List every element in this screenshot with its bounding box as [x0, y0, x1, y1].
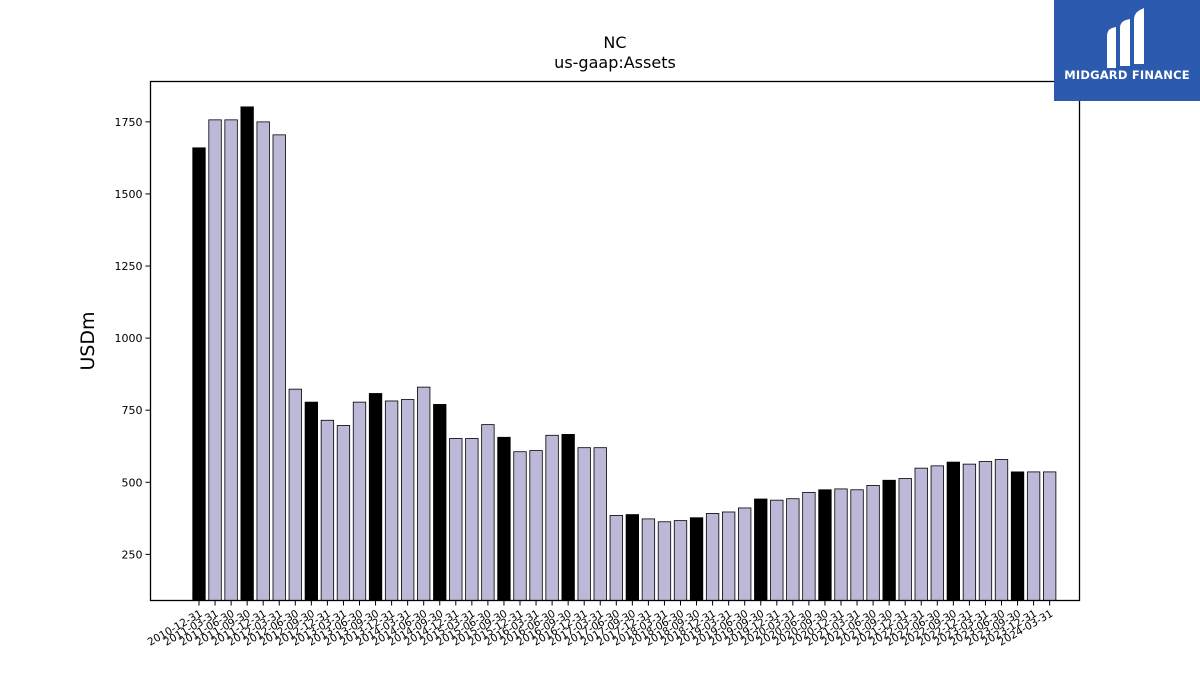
bar-2020-03-31	[786, 498, 800, 601]
plot-frame	[149, 80, 1081, 602]
y-tick-label: 1250	[115, 260, 143, 273]
bar-2019-03-31	[722, 511, 736, 601]
bar-2022-09-30	[946, 461, 960, 601]
bar-2020-09-30	[818, 489, 832, 601]
bar-2016-12-31	[577, 447, 591, 601]
bars-group	[192, 106, 1057, 601]
bar-2019-09-30	[754, 498, 768, 601]
y-tick-label: 1500	[115, 188, 143, 201]
bar-2016-09-30	[561, 434, 575, 601]
bar-2022-06-30	[930, 465, 944, 601]
bar-2011-12-31	[256, 121, 270, 601]
bar-2011-06-30	[224, 119, 238, 601]
bar-2018-09-30	[689, 517, 704, 601]
bar-2021-06-30	[866, 485, 880, 601]
bar-2022-03-31	[914, 467, 928, 601]
bar-2011-09-30	[240, 106, 254, 601]
y-tick-label: 750	[122, 404, 143, 417]
bar-2015-06-30	[481, 424, 495, 601]
x-axis: 2010-12-312011-03-312011-06-302011-09-30…	[146, 600, 1055, 649]
chart-subtitle: us-gaap:Assets	[554, 53, 676, 72]
bar-2017-03-31	[593, 447, 607, 601]
bar-2021-09-30	[882, 479, 896, 601]
bar-2012-06-30	[288, 388, 302, 601]
bar-2021-12-31	[898, 478, 912, 601]
bar-2011-03-31	[208, 119, 222, 601]
bar-2013-12-31	[384, 400, 399, 601]
bar-2013-06-30	[352, 401, 367, 601]
bar-2014-12-31	[449, 438, 463, 601]
bar-2017-12-31	[641, 518, 656, 601]
bar-2020-06-30	[802, 491, 816, 601]
bar-2013-03-31	[336, 425, 351, 601]
bar-2017-06-30	[609, 515, 623, 601]
bar-2016-06-30	[545, 434, 559, 601]
bar-2010-12-31	[192, 147, 206, 601]
y-tick-label: 1000	[115, 332, 143, 345]
bar-2021-03-31	[850, 489, 864, 601]
bar-2014-06-30	[417, 386, 431, 601]
bar-2015-12-31	[513, 451, 527, 601]
bar-2013-09-30	[368, 393, 383, 601]
bar-2020-12-31	[834, 488, 848, 601]
bar-2023-06-30	[994, 459, 1009, 601]
y-axis: 250 500 750 1000 1250 1500 1750	[115, 116, 151, 561]
bar-2015-09-30	[497, 436, 511, 601]
bar-2014-03-31	[400, 399, 415, 601]
logo-text: MIDGARD FINANCE	[1064, 68, 1190, 82]
y-axis-label: USDm	[77, 311, 99, 370]
bar-2023-03-31	[978, 461, 993, 601]
bar-2012-12-31	[320, 419, 335, 601]
bar-2014-09-30	[433, 404, 447, 601]
midgard-finance-logo: MIDGARD FINANCE	[1054, 0, 1200, 101]
bar-2016-03-31	[529, 450, 543, 601]
logo-mark-icon	[1107, 8, 1144, 68]
chart-title: NC	[603, 33, 626, 52]
y-tick-label: 500	[122, 476, 143, 489]
bar-2012-03-31	[272, 134, 286, 601]
bar-2022-12-31	[962, 463, 977, 601]
bar-2024-03-31	[1043, 471, 1057, 601]
bar-2023-12-31	[1026, 471, 1041, 601]
bar-2018-03-31	[657, 521, 672, 601]
bar-2017-09-30	[625, 514, 639, 601]
y-tick-label: 1750	[115, 116, 143, 129]
bar-2018-06-30	[673, 520, 688, 601]
bar-2018-12-31	[705, 513, 720, 601]
bar-2023-09-30	[1010, 471, 1025, 601]
y-tick-label: 250	[122, 548, 143, 561]
bar-2015-03-31	[465, 438, 479, 601]
bar-2012-09-30	[304, 401, 319, 601]
bar-2019-06-30	[738, 507, 752, 601]
bar-2019-12-31	[770, 499, 784, 601]
